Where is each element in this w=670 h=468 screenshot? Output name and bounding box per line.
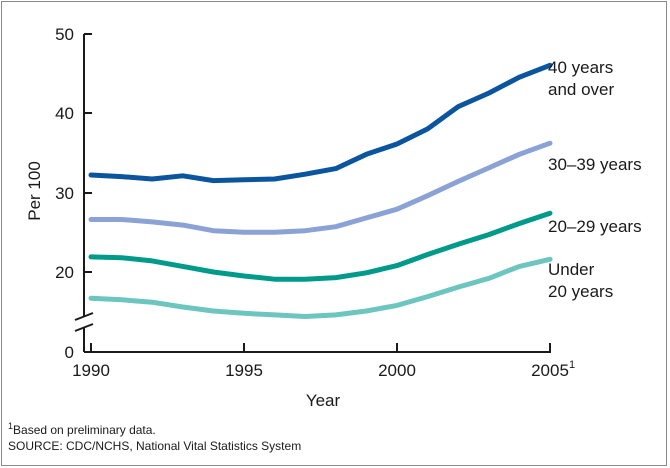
series-label-line: and over xyxy=(548,80,614,99)
series-line-4 xyxy=(88,256,553,319)
y-tick-label-20: 20 xyxy=(55,263,74,282)
x-tick-label-2000: 2000 xyxy=(378,361,416,380)
footnote-marker: 1 xyxy=(8,421,14,431)
y-tick-label-40: 40 xyxy=(55,104,74,123)
series-label-4: Under 20 years xyxy=(548,260,613,301)
x-tick-label-2005: 2005 xyxy=(531,361,569,380)
series-line-3 xyxy=(88,210,553,282)
series-line-2 xyxy=(88,140,553,235)
series-label-line: 20 years xyxy=(548,282,613,301)
source-note: SOURCE: CDC/NCHS, National Vital Statist… xyxy=(8,439,302,453)
x-tick-label-1995: 1995 xyxy=(225,361,263,380)
series-line-1 xyxy=(88,62,553,184)
axis-break-mark-lower xyxy=(74,323,94,332)
series-label-2: 30–39 years xyxy=(548,155,642,174)
series-label-line: 20–29 years xyxy=(548,217,642,236)
series-label-line: Under xyxy=(548,260,595,279)
axis-break-mark-upper xyxy=(74,312,94,321)
x-axis-title: Year xyxy=(306,391,341,410)
y-tick-label-0: 0 xyxy=(65,343,74,362)
y-tick-label-50: 50 xyxy=(55,25,74,44)
y-axis-title: Per 100 xyxy=(25,161,44,221)
series-label-3: 20–29 years xyxy=(548,217,642,236)
footnote: 1Based on preliminary data. xyxy=(8,421,156,437)
footnote-text: Based on preliminary data. xyxy=(13,423,156,437)
series-label-line: 30–39 years xyxy=(548,155,642,174)
x-tick-label-2005-superscript: 1 xyxy=(569,359,575,371)
y-tick-label-30: 30 xyxy=(55,184,74,203)
series-label-line: 40 years xyxy=(548,58,613,77)
series-label-1: 40 years and over xyxy=(548,58,614,99)
x-tick-label-1990: 1990 xyxy=(72,361,110,380)
